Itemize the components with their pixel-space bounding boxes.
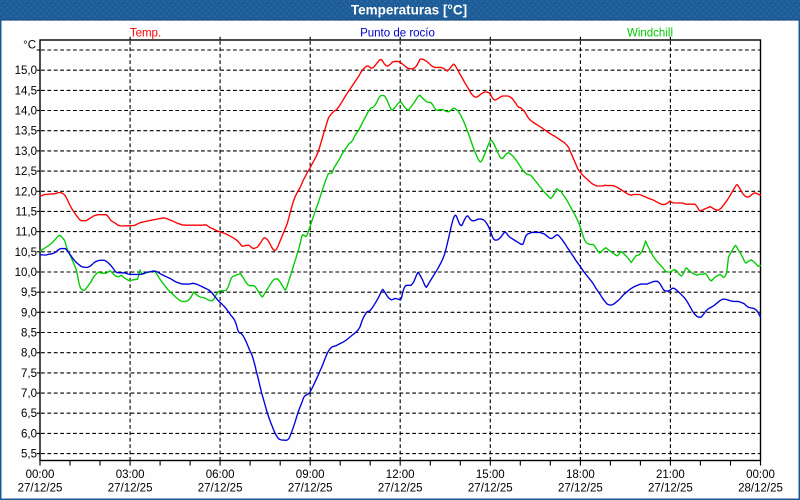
- svg-text:27/12/25: 27/12/25: [558, 483, 603, 495]
- svg-text:06:00: 06:00: [206, 469, 235, 481]
- svg-text:Temp.: Temp.: [130, 28, 161, 40]
- svg-text:27/12/25: 27/12/25: [378, 483, 423, 495]
- svg-text:8,0: 8,0: [21, 348, 37, 360]
- svg-text:11,5: 11,5: [15, 206, 37, 218]
- svg-text:00:00: 00:00: [26, 469, 55, 481]
- svg-text:14,5: 14,5: [15, 85, 37, 97]
- svg-text:7,5: 7,5: [21, 368, 37, 380]
- svg-text:00:00: 00:00: [746, 469, 775, 481]
- svg-text:12:00: 12:00: [386, 469, 415, 481]
- svg-text:Windchill: Windchill: [627, 28, 673, 40]
- svg-text:27/12/25: 27/12/25: [108, 483, 153, 495]
- svg-text:13,0: 13,0: [15, 146, 37, 158]
- svg-text:21:00: 21:00: [656, 469, 685, 481]
- svg-text:27/12/25: 27/12/25: [198, 483, 243, 495]
- svg-text:14,0: 14,0: [15, 106, 37, 118]
- svg-text:27/12/25: 27/12/25: [648, 483, 693, 495]
- svg-text:9,0: 9,0: [21, 307, 37, 319]
- svg-text:6,0: 6,0: [21, 428, 37, 440]
- svg-text:12,0: 12,0: [15, 186, 37, 198]
- svg-text:8,5: 8,5: [21, 328, 37, 340]
- svg-text:7,0: 7,0: [21, 388, 37, 400]
- svg-text:15:00: 15:00: [476, 469, 505, 481]
- svg-text:Temperaturas [°C]: Temperaturas [°C]: [351, 3, 467, 18]
- svg-text:6,5: 6,5: [21, 408, 37, 420]
- svg-text:28/12/25: 28/12/25: [738, 483, 783, 495]
- svg-text:°C: °C: [23, 40, 36, 52]
- svg-text:27/12/25: 27/12/25: [18, 483, 63, 495]
- svg-text:9,5: 9,5: [21, 287, 37, 299]
- svg-text:13,5: 13,5: [15, 126, 37, 138]
- svg-text:11,0: 11,0: [15, 227, 37, 239]
- svg-text:Punto de rocío: Punto de rocío: [360, 28, 435, 40]
- svg-text:10,5: 10,5: [15, 247, 37, 259]
- svg-text:09:00: 09:00: [296, 469, 325, 481]
- svg-text:27/12/25: 27/12/25: [468, 483, 513, 495]
- svg-text:03:00: 03:00: [116, 469, 145, 481]
- svg-text:12,5: 12,5: [15, 166, 37, 178]
- svg-text:5,5: 5,5: [21, 449, 37, 461]
- svg-text:27/12/25: 27/12/25: [288, 483, 333, 495]
- svg-text:10,0: 10,0: [15, 267, 37, 279]
- svg-text:15,0: 15,0: [15, 65, 37, 77]
- svg-text:18:00: 18:00: [566, 469, 595, 481]
